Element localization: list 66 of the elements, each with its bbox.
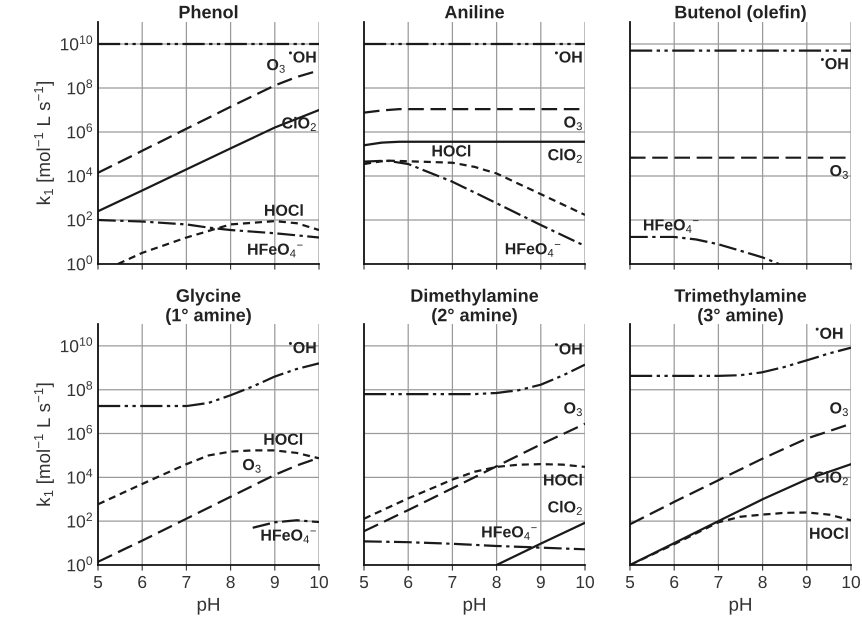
series-label: HFeO$_{4}$$^{−}$ bbox=[506, 243, 560, 257]
x-tick-label: 8 bbox=[758, 576, 767, 588]
chart-title: Aniline bbox=[444, 5, 504, 18]
x-axis-title: pH bbox=[730, 598, 751, 615]
chart-title: Dimethylamine (2° amine) bbox=[411, 288, 538, 325]
y-tick-label: 10$^{6}$ bbox=[68, 123, 92, 138]
y-tick-label: 10$^{0}$ bbox=[68, 255, 92, 270]
y-tick-label: 10$^{10}$ bbox=[60, 337, 92, 352]
x-tick-label: 5 bbox=[360, 576, 368, 588]
x-tick-label: 8 bbox=[492, 576, 501, 588]
chart-title: Phenol bbox=[180, 5, 238, 18]
series-label: HOCl bbox=[432, 144, 470, 157]
series-label: O$_{3}$ bbox=[564, 116, 582, 130]
x-tick-label: 7 bbox=[182, 576, 190, 588]
y-axis-title: k$_{1}$ [mol$^{−1}$ L s$^{−1}$] bbox=[34, 384, 54, 506]
y-tick-label: 10$^{0}$ bbox=[68, 556, 92, 572]
x-tick-label: 6 bbox=[404, 576, 412, 588]
series-label: HFeO$_{4}$$^{−}$ bbox=[482, 526, 537, 540]
x-tick-label: 10 bbox=[310, 576, 328, 588]
y-tick-label: 10$^{8}$ bbox=[68, 79, 92, 94]
series-label: HOCl bbox=[810, 527, 848, 539]
y-tick-label: 10$^{10}$ bbox=[60, 35, 92, 50]
x-axis-title: pH bbox=[464, 598, 485, 615]
x-tick-label: 5 bbox=[94, 576, 102, 588]
series-label: O$_{3}$ bbox=[564, 402, 582, 416]
series-label: O$_{3}$ bbox=[267, 58, 285, 73]
x-tick-label: 9 bbox=[536, 576, 545, 588]
x-tick-label: 9 bbox=[802, 576, 811, 588]
series-label: $^{•}$OH bbox=[820, 58, 848, 70]
series-label: O$_{3}$ bbox=[242, 458, 261, 473]
chart-title: Glycine (1° amine) bbox=[166, 288, 251, 325]
y-tick-label: 10$^{2}$ bbox=[68, 512, 92, 528]
x-tick-label: 7 bbox=[448, 576, 456, 588]
x-tick-label: 7 bbox=[714, 576, 722, 588]
x-tick-label: 6 bbox=[138, 576, 146, 588]
series-label: HOCl bbox=[544, 474, 582, 486]
series-label: ClO$_{2}$ bbox=[548, 500, 582, 515]
series-label: O$_{3}$ bbox=[830, 165, 848, 179]
series-label: HOCl bbox=[264, 204, 303, 216]
x-tick-label: 10 bbox=[576, 576, 594, 588]
x-tick-label: 8 bbox=[226, 576, 235, 588]
x-axis-title: pH bbox=[198, 598, 219, 615]
y-tick-label: 10$^{4}$ bbox=[68, 167, 92, 182]
series-label: $^{•}$OH bbox=[554, 343, 582, 354]
y-tick-label: 10$^{2}$ bbox=[68, 211, 92, 226]
chart-title: Butenol (olefin) bbox=[676, 5, 806, 22]
y-tick-label: 10$^{8}$ bbox=[68, 381, 92, 396]
series-label: $^{•}$OH bbox=[288, 342, 316, 354]
series-label: HFeO$_{4}$$^{−}$ bbox=[644, 219, 698, 233]
y-tick-label: 10$^{4}$ bbox=[68, 468, 92, 484]
series-label: $^{•}$OH bbox=[816, 328, 842, 339]
series-label: ClO$_{2}$ bbox=[548, 148, 582, 163]
series-label: HFeO$_{4}$$^{−}$ bbox=[248, 244, 303, 258]
series-label: $^{•}$OH bbox=[288, 51, 316, 63]
x-tick-label: 6 bbox=[670, 576, 678, 588]
y-axis-title: k$_{1}$ [mol$^{−1}$ L s$^{−1}$] bbox=[34, 82, 54, 204]
x-tick-label: 10 bbox=[842, 576, 860, 588]
series-label: ClO$_{2}$ bbox=[814, 471, 848, 486]
y-tick-label: 10$^{6}$ bbox=[68, 424, 92, 440]
x-tick-label: 5 bbox=[626, 576, 634, 588]
series-label: HFeO$_{4}$$^{−}$ bbox=[261, 529, 316, 544]
x-tick-label: 9 bbox=[270, 576, 279, 588]
series-label: O$_{3}$ bbox=[830, 402, 848, 416]
series-label: HOCl bbox=[264, 433, 302, 445]
series-label: $^{•}$OH bbox=[554, 51, 582, 63]
chart-title: Trimethylamine (3° amine) bbox=[674, 288, 806, 325]
